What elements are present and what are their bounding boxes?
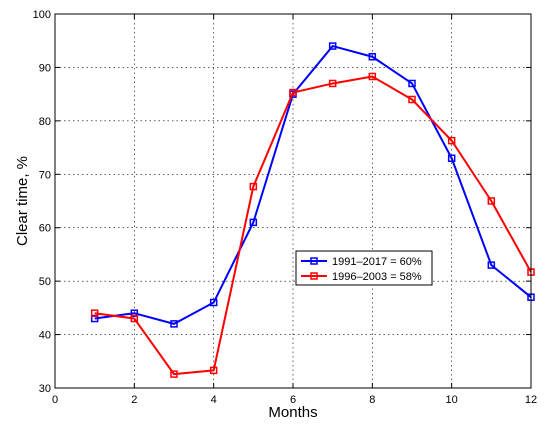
x-tick-label: 8 [369, 394, 375, 406]
legend-marker [310, 272, 318, 280]
x-tick-label: 12 [525, 394, 537, 406]
series-line [94, 45, 532, 325]
data-point-marker [447, 154, 456, 163]
y-tick-label: 100 [33, 9, 51, 21]
x-tick-label: 2 [131, 394, 137, 406]
y-tick-label: 50 [39, 276, 51, 288]
data-point-marker [328, 79, 337, 88]
data-point-marker [487, 261, 496, 269]
legend-label: 1996–2003 = 58% [332, 271, 422, 283]
y-axis-title: Clear time, % [14, 156, 31, 246]
data-point-marker [170, 320, 178, 328]
data-point-marker [249, 182, 258, 191]
y-tick-label: 90 [39, 62, 51, 74]
data-point-marker [408, 95, 416, 104]
data-point-marker [209, 366, 218, 375]
plot-background [55, 14, 531, 388]
x-tick-label: 4 [211, 394, 217, 406]
series-line [94, 75, 532, 376]
series-1 [90, 42, 535, 328]
y-tick-label: 80 [39, 116, 51, 128]
y-tick-label: 60 [39, 223, 51, 235]
data-point-marker [289, 88, 297, 97]
data-point-marker [130, 314, 139, 323]
data-point-marker [368, 52, 377, 61]
data-point-marker [328, 42, 337, 50]
legend-marker [310, 257, 318, 265]
y-tick-label: 30 [39, 383, 51, 395]
x-tick-label: 0 [52, 394, 58, 406]
x-tick-label: 6 [290, 394, 296, 406]
data-point-marker [408, 79, 416, 88]
series-layer [90, 42, 535, 378]
legend-box [295, 250, 433, 286]
data-point-marker [447, 136, 456, 145]
data-point-marker [368, 72, 377, 81]
data-point-marker [249, 218, 258, 227]
y-tick-label: 40 [39, 330, 51, 342]
x-axis-title: Months [268, 404, 317, 421]
legend-label: 1991–2017 = 60% [332, 256, 422, 268]
data-point-marker [487, 197, 496, 205]
x-tick-label: 10 [446, 394, 458, 406]
legend: 1991–2017 = 60% 1996–2003 = 58% [295, 250, 433, 286]
data-point-marker [170, 370, 178, 378]
series-2 [90, 72, 535, 378]
axis-ticks: 0 2 4 6 8 10 12 30 40 50 60 70 80 90 100 [33, 9, 537, 406]
y-tick-label: 70 [39, 169, 51, 181]
data-point-marker [90, 309, 99, 317]
grid-lines [55, 14, 531, 388]
data-point-marker [209, 298, 218, 307]
